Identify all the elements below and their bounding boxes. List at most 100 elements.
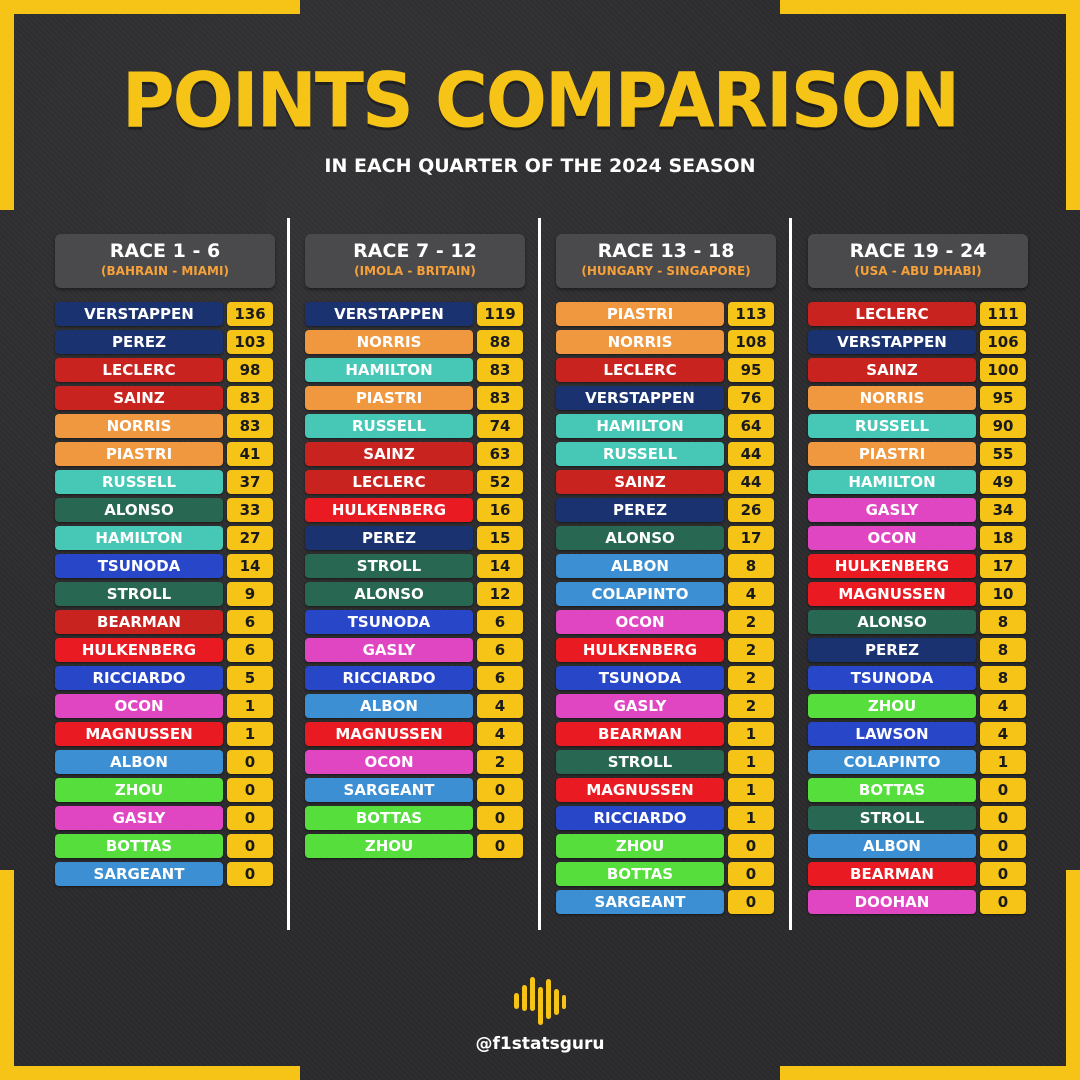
- standings-list: VERSTAPPEN 136 PEREZ 103 LECLERC 98 SAINZ 83 NOR…: [55, 302, 275, 890]
- table-row: STROLL 14: [305, 554, 525, 582]
- driver-name: GASLY: [305, 638, 473, 662]
- driver-name: LECLERC: [305, 470, 473, 494]
- table-row: ALBON 0: [55, 750, 275, 778]
- table-row: GASLY 6: [305, 638, 525, 666]
- table-row: LECLERC 111: [808, 302, 1028, 330]
- table-row: GASLY 0: [55, 806, 275, 834]
- table-row: ALONSO 17: [556, 526, 776, 554]
- driver-name: HULKENBERG: [808, 554, 976, 578]
- points-value: 34: [980, 498, 1026, 522]
- standings-list: LECLERC 111 VERSTAPPEN 106 SAINZ 100 NORRIS 95 R…: [808, 302, 1028, 918]
- points-value: 41: [227, 442, 273, 466]
- driver-name: STROLL: [55, 582, 223, 606]
- frame-top-right: [780, 0, 1080, 14]
- driver-name: BEARMAN: [55, 610, 223, 634]
- driver-name: PIASTRI: [556, 302, 724, 326]
- points-value: 95: [980, 386, 1026, 410]
- driver-name: RUSSELL: [305, 414, 473, 438]
- table-row: VERSTAPPEN 136: [55, 302, 275, 330]
- driver-name: ZHOU: [305, 834, 473, 858]
- driver-name: VERSTAPPEN: [305, 302, 473, 326]
- driver-name: GASLY: [556, 694, 724, 718]
- f1statsguru-logo-icon: [513, 975, 567, 1031]
- points-value: 100: [980, 358, 1026, 382]
- points-value: 4: [477, 694, 523, 718]
- table-row: ALBON 8: [556, 554, 776, 582]
- driver-name: HULKENBERG: [305, 498, 473, 522]
- driver-name: HAMILTON: [305, 358, 473, 382]
- frame-bottom-right: [780, 1066, 1080, 1080]
- table-row: GASLY 34: [808, 498, 1028, 526]
- points-value: 0: [728, 834, 774, 858]
- points-value: 8: [980, 666, 1026, 690]
- driver-name: TSUNODA: [556, 666, 724, 690]
- driver-name: ALBON: [556, 554, 724, 578]
- table-row: GASLY 2: [556, 694, 776, 722]
- quarter-range: (USA - ABU DHABI): [854, 264, 982, 278]
- table-row: PIASTRI 113: [556, 302, 776, 330]
- table-row: OCON 2: [556, 610, 776, 638]
- points-value: 49: [980, 470, 1026, 494]
- quarter-header: RACE 19 - 24 (USA - ABU DHABI): [808, 234, 1028, 288]
- points-value: 83: [477, 358, 523, 382]
- driver-name: PEREZ: [808, 638, 976, 662]
- points-value: 4: [728, 582, 774, 606]
- driver-name: COLAPINTO: [808, 750, 976, 774]
- frame-top-right-vertical: [1066, 0, 1080, 210]
- driver-name: LECLERC: [55, 358, 223, 382]
- table-row: ALONSO 8: [808, 610, 1028, 638]
- quarter-column-2: RACE 7 - 12 (IMOLA - BRITAIN) VERSTAPPEN…: [305, 234, 525, 862]
- driver-name: ZHOU: [55, 778, 223, 802]
- points-value: 27: [227, 526, 273, 550]
- driver-name: PIASTRI: [55, 442, 223, 466]
- points-value: 0: [477, 778, 523, 802]
- table-row: TSUNODA 14: [55, 554, 275, 582]
- table-row: PEREZ 26: [556, 498, 776, 526]
- driver-name: VERSTAPPEN: [55, 302, 223, 326]
- points-value: 2: [728, 694, 774, 718]
- table-row: SARGEANT 0: [556, 890, 776, 918]
- driver-name: STROLL: [556, 750, 724, 774]
- table-row: SARGEANT 0: [305, 778, 525, 806]
- table-row: NORRIS 108: [556, 330, 776, 358]
- table-row: RICCIARDO 6: [305, 666, 525, 694]
- points-value: 83: [477, 386, 523, 410]
- driver-name: NORRIS: [556, 330, 724, 354]
- driver-name: ALBON: [808, 834, 976, 858]
- points-value: 33: [227, 498, 273, 522]
- driver-name: VERSTAPPEN: [808, 330, 976, 354]
- driver-name: PEREZ: [556, 498, 724, 522]
- table-row: STROLL 9: [55, 582, 275, 610]
- table-row: ALBON 0: [808, 834, 1028, 862]
- table-row: VERSTAPPEN 119: [305, 302, 525, 330]
- points-value: 1: [227, 722, 273, 746]
- table-row: ZHOU 0: [305, 834, 525, 862]
- points-value: 4: [477, 722, 523, 746]
- table-row: HAMILTON 83: [305, 358, 525, 386]
- points-value: 74: [477, 414, 523, 438]
- points-value: 0: [728, 890, 774, 914]
- table-row: PEREZ 15: [305, 526, 525, 554]
- driver-name: STROLL: [305, 554, 473, 578]
- points-value: 119: [477, 302, 523, 326]
- table-row: LAWSON 4: [808, 722, 1028, 750]
- points-value: 14: [227, 554, 273, 578]
- points-value: 1: [728, 750, 774, 774]
- driver-name: SARGEANT: [55, 862, 223, 886]
- points-value: 0: [728, 862, 774, 886]
- table-row: NORRIS 88: [305, 330, 525, 358]
- driver-name: RUSSELL: [808, 414, 976, 438]
- points-value: 0: [227, 862, 273, 886]
- quarter-column-4: RACE 19 - 24 (USA - ABU DHABI) LECLERC 11…: [808, 234, 1028, 918]
- driver-name: SARGEANT: [556, 890, 724, 914]
- table-row: BEARMAN 0: [808, 862, 1028, 890]
- points-value: 44: [728, 442, 774, 466]
- driver-name: BOTTAS: [808, 778, 976, 802]
- points-value: 95: [728, 358, 774, 382]
- driver-name: ALONSO: [305, 582, 473, 606]
- points-value: 108: [728, 330, 774, 354]
- driver-name: SAINZ: [808, 358, 976, 382]
- table-row: ALBON 4: [305, 694, 525, 722]
- points-value: 0: [980, 862, 1026, 886]
- table-row: BEARMAN 1: [556, 722, 776, 750]
